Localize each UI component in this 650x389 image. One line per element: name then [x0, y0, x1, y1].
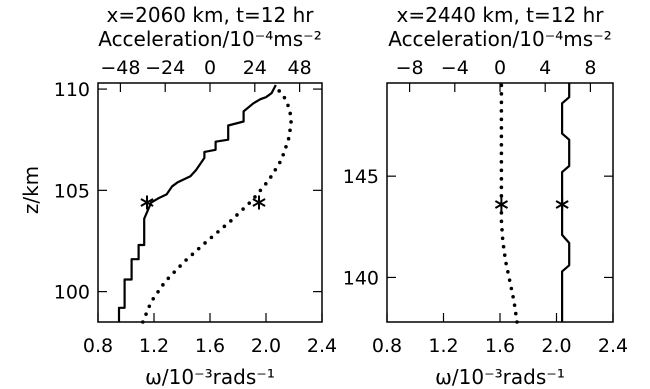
panel-right: x=2440 km, t=12 hr Acceleration/10⁻⁴ms⁻²… — [343, 3, 628, 389]
bottom-tick-label: 1.6 — [485, 335, 515, 357]
top-tick-label: 8 — [584, 57, 596, 79]
top-tick-label: 0 — [204, 57, 216, 79]
panel-left-y-axis-label: z/km — [19, 166, 43, 214]
panel-left-bottom-axis-label: ω/10⁻³rads⁻¹ — [145, 365, 275, 389]
top-tick-label: −8 — [396, 57, 424, 79]
top-tick-label: 48 — [288, 57, 312, 79]
bottom-tick-label: 2.4 — [598, 335, 628, 357]
panel-left-plot: 0.8 1.2 1.6 2.0 2.4 −48 −24 0 24 48 100 105 110 — [54, 57, 337, 357]
panel-left: x=2060 km, t=12 hr Acceleration/10⁻⁴ms⁻²… — [19, 3, 337, 389]
bottom-tick-label: 0.8 — [83, 335, 113, 357]
top-tick-label: 4 — [539, 57, 551, 79]
top-tick-label: −48 — [100, 57, 140, 79]
asterisk-stroke — [555, 200, 569, 209]
bottom-tick-label: 1.6 — [195, 335, 225, 357]
panel-left-title: x=2060 km, t=12 hr — [107, 3, 315, 27]
y-tick-label: 110 — [54, 79, 90, 101]
panel-right-bottom-axis-label: ω/10⁻³rads⁻¹ — [435, 365, 565, 389]
top-tick-label: 24 — [243, 57, 267, 79]
asterisk-stroke — [494, 200, 509, 209]
top-tick-label: −24 — [145, 57, 185, 79]
top-tick-label: 0 — [494, 57, 506, 79]
panel-right-plot: 0.8 1.2 1.6 2.0 2.4 −8 −4 0 4 8 140 145 — [343, 57, 628, 357]
bottom-tick-label: 1.2 — [139, 335, 169, 357]
series-solid-line — [117, 84, 277, 322]
top-tick-label: −4 — [441, 57, 469, 79]
panel-right-title: x=2440 km, t=12 hr — [397, 3, 605, 27]
asterisk-marker — [140, 195, 154, 210]
y-tick-label: 140 — [343, 267, 379, 289]
asterisk-marker — [494, 197, 509, 212]
bottom-tick-label: 2.4 — [307, 335, 337, 357]
panel-left-frame — [97, 82, 323, 323]
bottom-tick-label: 0.8 — [372, 335, 402, 357]
asterisk-stroke — [252, 198, 266, 207]
panel-right-top-axis-label: Acceleration/10⁻⁴ms⁻² — [388, 27, 612, 51]
series-dotted-line — [499, 81, 519, 324]
y-tick-label: 145 — [343, 166, 379, 188]
asterisk-marker — [555, 197, 569, 212]
bottom-tick-label: 2.0 — [251, 335, 281, 357]
series-solid-line — [560, 83, 571, 322]
panel-left-top-axis-label: Acceleration/10⁻⁴ms⁻² — [98, 27, 322, 51]
asterisk-marker — [252, 195, 266, 210]
y-tick-label: 100 — [54, 282, 90, 304]
asterisk-stroke — [140, 198, 154, 207]
bottom-tick-label: 2.0 — [541, 335, 571, 357]
series-dotted-line — [141, 83, 294, 324]
y-tick-label: 105 — [54, 180, 90, 202]
bottom-tick-label: 1.2 — [428, 335, 458, 357]
